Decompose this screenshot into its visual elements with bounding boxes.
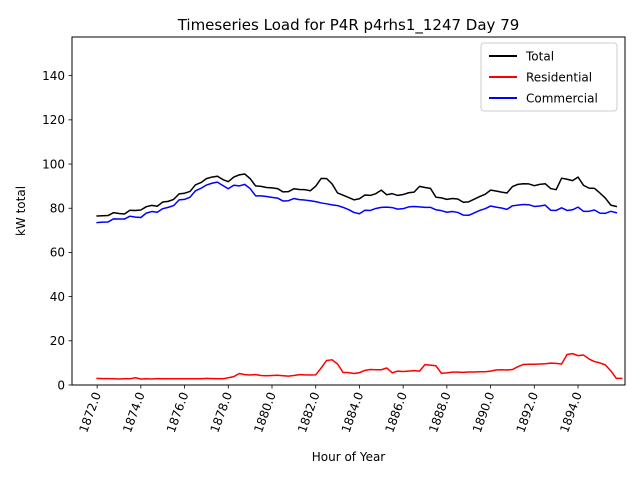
legend-label-commercial: Commercial	[526, 92, 598, 106]
y-tick-label: 100	[42, 157, 65, 171]
series-line-residential	[96, 352, 623, 380]
y-tick-label: 140	[42, 69, 65, 83]
legend-box	[480, 42, 618, 112]
series-layer	[96, 173, 623, 380]
plot-frame	[71, 36, 626, 386]
legend: Total Residential Commercial	[480, 42, 618, 112]
y-tick-label: 0	[57, 378, 65, 392]
legend-label-residential: Residential	[526, 71, 592, 85]
chart-title: Timeseries Load for P4R p4rhs1_1247 Day …	[177, 16, 520, 35]
y-axis-ticks: 0 20 40 60 80 100 120 140	[42, 69, 72, 392]
legend-label-total: Total	[525, 50, 554, 64]
series-line-commercial	[96, 181, 618, 224]
y-tick-label: 40	[50, 290, 65, 304]
y-tick-label: 20	[50, 334, 65, 348]
y-axis-label: kW total	[14, 186, 28, 236]
y-tick-label: 120	[42, 113, 65, 127]
y-tick-label: 80	[50, 202, 65, 216]
x-axis-label: Hour of Year	[312, 450, 386, 464]
series-line-total	[96, 173, 618, 217]
y-tick-label: 60	[50, 246, 65, 260]
